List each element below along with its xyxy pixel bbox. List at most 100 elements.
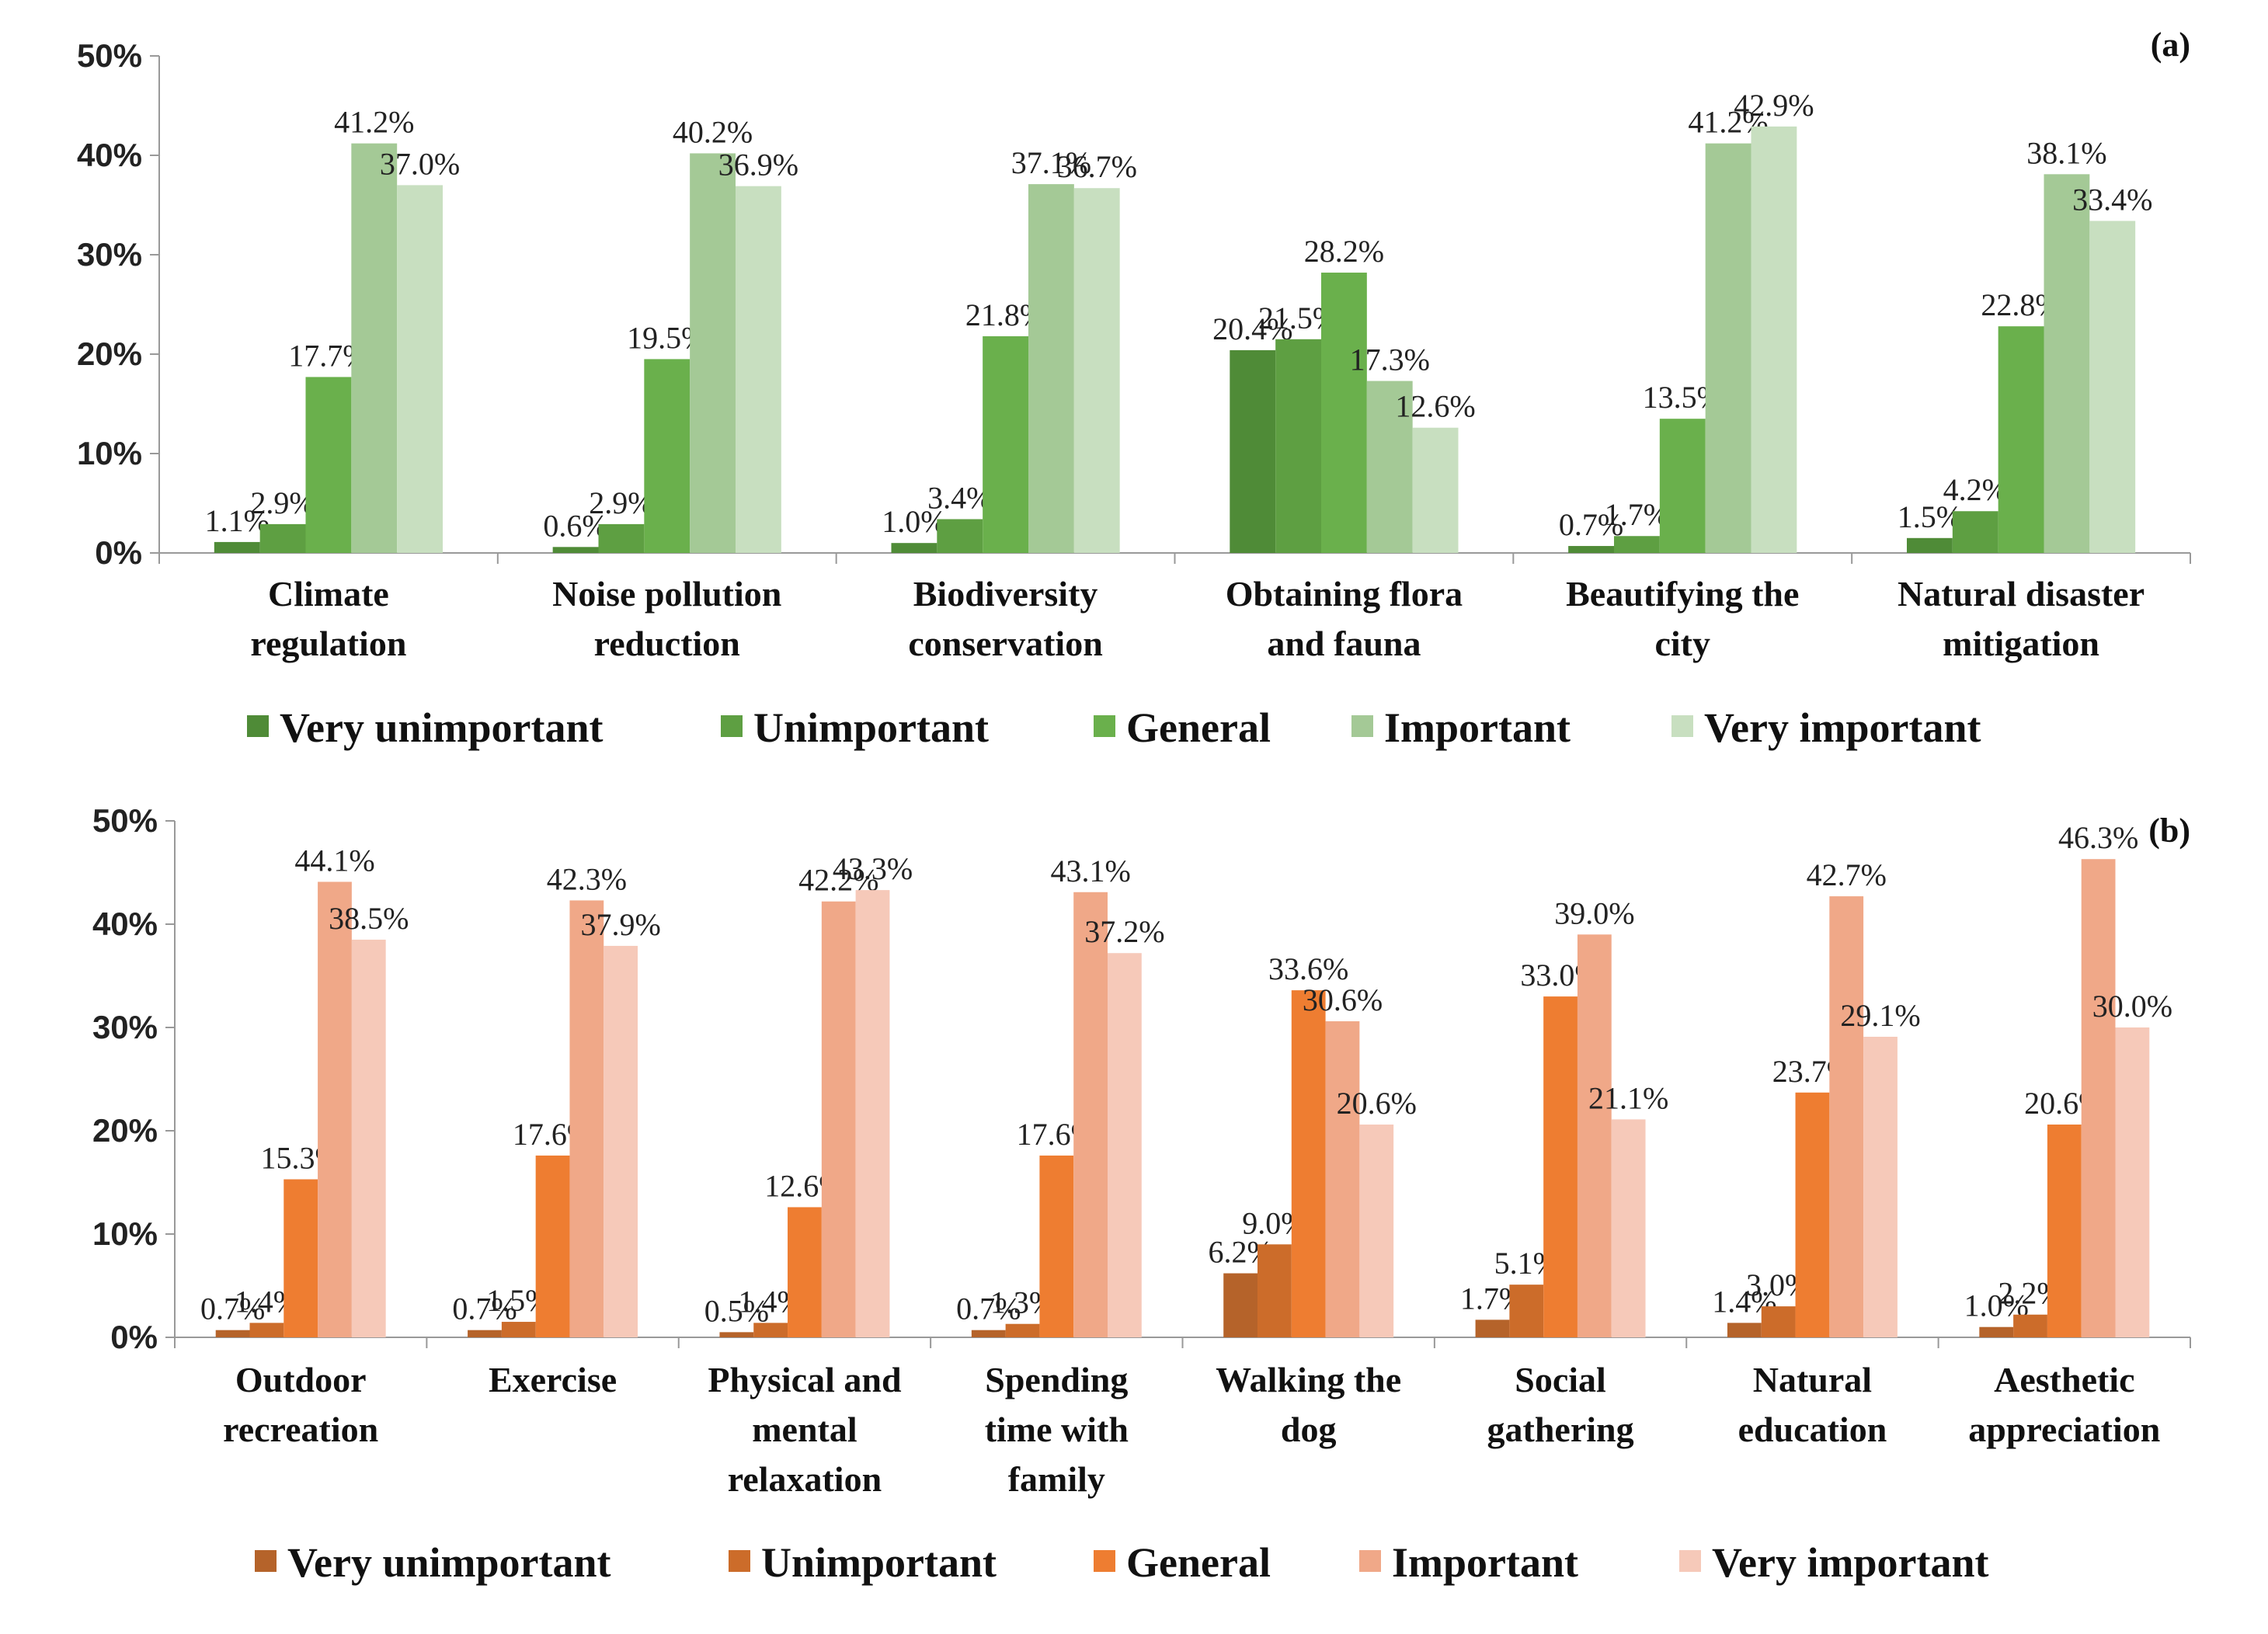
data-label-important-4: 17.3% bbox=[1350, 342, 1430, 377]
data-label-very-important-1: 38.5% bbox=[329, 901, 409, 936]
category-label: Social gathering bbox=[1487, 1360, 1634, 1449]
bar-unimportant-8 bbox=[2013, 1314, 2047, 1337]
y-tick-label: 0% bbox=[95, 534, 142, 571]
data-label-very-unimportant-1: 0.7% bbox=[200, 1292, 265, 1326]
bar-very-unimportant-1 bbox=[215, 1330, 250, 1337]
category-label: Exercise bbox=[489, 1360, 617, 1399]
data-label-general-5: 33.6% bbox=[1268, 951, 1348, 986]
legend-swatch-important bbox=[1359, 1550, 1381, 1572]
bar-very-unimportant-3 bbox=[719, 1332, 754, 1337]
bar-very-important-2 bbox=[604, 945, 638, 1337]
legend-label-very-unimportant: Very unimportant bbox=[287, 1539, 611, 1586]
bar-unimportant-1 bbox=[249, 1323, 284, 1337]
bar-unimportant-6 bbox=[1952, 511, 1998, 553]
bar-important-6 bbox=[1577, 934, 1612, 1337]
legend-swatch-important bbox=[1351, 715, 1373, 737]
legend-label-very-unimportant: Very unimportant bbox=[280, 704, 604, 751]
bar-important-1 bbox=[318, 881, 352, 1337]
bar-very-important-3 bbox=[1073, 188, 1120, 554]
bar-general-5 bbox=[1291, 990, 1326, 1337]
data-label-important-6: 39.0% bbox=[1554, 895, 1634, 930]
data-label-very-important-6: 21.1% bbox=[1588, 1080, 1668, 1115]
bar-very-unimportant-2 bbox=[468, 1330, 502, 1337]
data-label-very-important-3: 36.7% bbox=[1057, 149, 1137, 184]
bar-general-2 bbox=[535, 1155, 570, 1337]
bar-unimportant-3 bbox=[753, 1323, 788, 1337]
legend-label-unimportant: Unimportant bbox=[753, 704, 989, 751]
bar-very-important-4 bbox=[1412, 427, 1459, 553]
bar-very-important-8 bbox=[2115, 1027, 2150, 1337]
legend-label-general: General bbox=[1126, 1539, 1271, 1586]
y-tick-label: 40% bbox=[77, 137, 142, 173]
bar-unimportant-6 bbox=[1509, 1285, 1544, 1337]
bar-very-unimportant-3 bbox=[891, 543, 937, 553]
bar-important-2 bbox=[690, 153, 736, 553]
y-tick-label: 20% bbox=[92, 1112, 158, 1149]
data-label-important-5: 30.6% bbox=[1303, 982, 1383, 1017]
data-label-very-unimportant-5: 0.7% bbox=[1559, 507, 1623, 542]
category-label: Beautifying the city bbox=[1566, 574, 1799, 663]
legend-swatch-very-important bbox=[1671, 715, 1693, 737]
data-label-important-2: 40.2% bbox=[673, 114, 753, 149]
bar-very-important-7 bbox=[1863, 1036, 1898, 1337]
legend-label-important: Important bbox=[1384, 704, 1571, 751]
y-tick-label: 30% bbox=[77, 236, 142, 273]
bar-very-unimportant-7 bbox=[1727, 1323, 1762, 1337]
y-tick-label: 10% bbox=[92, 1215, 158, 1252]
bar-very-unimportant-5 bbox=[1223, 1273, 1258, 1337]
bar-general-6 bbox=[1998, 326, 2044, 553]
bar-important-4 bbox=[1366, 381, 1413, 553]
legend-swatch-unimportant bbox=[721, 715, 743, 737]
bar-very-important-3 bbox=[855, 890, 890, 1337]
data-label-unimportant-6: 4.2% bbox=[1943, 472, 2008, 507]
bar-very-important-5 bbox=[1751, 126, 1797, 553]
data-label-important-1: 44.1% bbox=[294, 843, 374, 878]
legend-label-important: Important bbox=[1392, 1539, 1578, 1586]
bar-unimportant-4 bbox=[1275, 339, 1321, 553]
legend-label-unimportant: Unimportant bbox=[761, 1539, 997, 1586]
bar-general-6 bbox=[1543, 996, 1578, 1337]
bar-unimportant-5 bbox=[1257, 1244, 1292, 1337]
legend-label-general: General bbox=[1126, 704, 1271, 751]
bar-general-4 bbox=[1320, 273, 1367, 553]
bar-unimportant-7 bbox=[1761, 1306, 1796, 1337]
bar-important-3 bbox=[821, 901, 856, 1337]
data-label-important-2: 42.3% bbox=[547, 861, 627, 896]
category-label: Biodiversity conservation bbox=[908, 574, 1102, 663]
category-label: Obtaining flora and fauna bbox=[1226, 574, 1463, 663]
bar-general-3 bbox=[788, 1207, 822, 1337]
data-label-very-important-2: 37.9% bbox=[580, 907, 660, 942]
data-label-important-3: 37.1% bbox=[1011, 145, 1091, 180]
data-label-unimportant-5: 1.7% bbox=[1605, 497, 1669, 532]
data-label-unimportant-3: 3.4% bbox=[927, 480, 992, 515]
bar-very-unimportant-1 bbox=[214, 541, 260, 553]
legend-label-very-important: Very important bbox=[1704, 704, 1981, 751]
bar-very-unimportant-2 bbox=[552, 547, 599, 553]
bar-important-1 bbox=[351, 143, 398, 553]
data-label-very-important-4: 12.6% bbox=[1395, 389, 1475, 424]
y-tick-label: 50% bbox=[77, 37, 142, 74]
data-label-very-important-6: 33.4% bbox=[2072, 182, 2152, 217]
bar-important-2 bbox=[569, 900, 604, 1337]
bar-general-7 bbox=[1795, 1092, 1830, 1337]
y-tick-label: 30% bbox=[92, 1009, 158, 1045]
y-tick-label: 50% bbox=[92, 802, 158, 839]
legend-swatch-very-important bbox=[1679, 1550, 1701, 1572]
data-label-important-4: 43.1% bbox=[1050, 854, 1130, 888]
bar-unimportant-3 bbox=[937, 519, 983, 553]
bar-important-5 bbox=[1325, 1021, 1360, 1337]
data-label-very-important-4: 37.2% bbox=[1084, 914, 1164, 949]
bar-very-unimportant-4 bbox=[971, 1330, 1006, 1337]
y-tick-label: 40% bbox=[92, 906, 158, 942]
legend-label-very-important: Very important bbox=[1712, 1539, 1988, 1586]
category-label: Climate regulation bbox=[250, 574, 406, 663]
data-label-important-7: 42.7% bbox=[1807, 857, 1887, 892]
data-label-very-unimportant-3: 1.0% bbox=[882, 504, 946, 539]
bar-general-3 bbox=[983, 335, 1029, 553]
bar-unimportant-1 bbox=[259, 523, 306, 553]
bar-very-important-6 bbox=[1611, 1119, 1646, 1337]
bar-very-important-2 bbox=[736, 186, 781, 553]
category-label: Outdoor recreation bbox=[223, 1360, 378, 1449]
category-label: Physical and mental relaxation bbox=[708, 1360, 902, 1499]
panel-b-chart: 0%10%20%30%40%50%0.7% 0.7% 0.5% 0.7%6.2%1.7… bbox=[92, 802, 2191, 1586]
